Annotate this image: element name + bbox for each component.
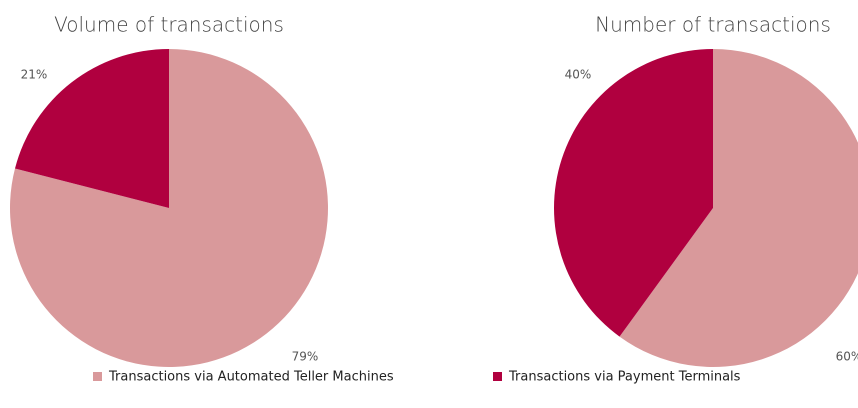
value-label: 40% <box>565 68 592 82</box>
legend-swatch <box>493 372 502 381</box>
pie-slice <box>14 48 170 208</box>
value-label: 21% <box>21 68 48 82</box>
legend-label: Transactions via Payment Terminals <box>508 370 741 385</box>
pie-slice <box>554 48 713 337</box>
legend-label: Transactions via Automated Teller Machin… <box>108 370 394 385</box>
legend-swatch <box>93 372 102 381</box>
pie-slice <box>619 49 858 367</box>
value-label: 60% <box>836 350 858 364</box>
chart-title: Volume of transactions <box>54 13 284 37</box>
value-label: 79% <box>292 350 319 364</box>
chart-title: Number of transactions <box>595 13 831 37</box>
